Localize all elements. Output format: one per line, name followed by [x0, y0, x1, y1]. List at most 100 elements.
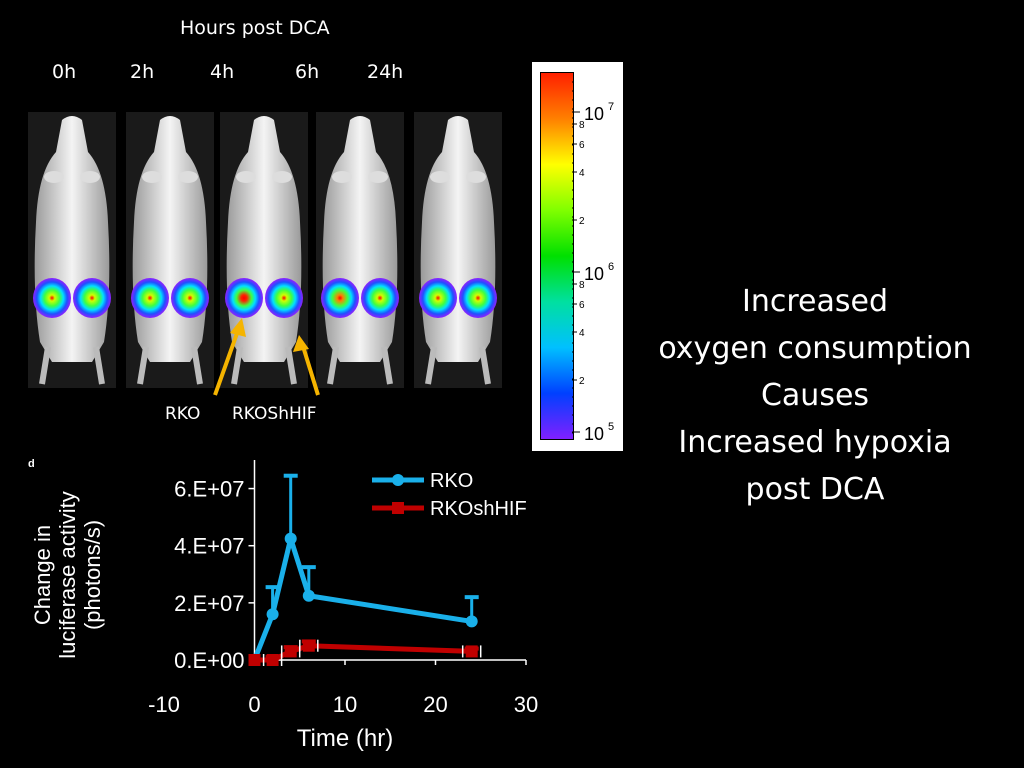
colorbar-minor-label: 6	[579, 140, 585, 151]
x-tick-label: 30	[514, 692, 538, 717]
colorbar-minor-label: 8	[579, 280, 585, 291]
series-RKO: RKO	[252, 470, 479, 661]
colorbar-minor-label: 2	[579, 376, 585, 387]
mouse-panel	[316, 112, 404, 388]
colorbar-legend: 10 7 10 6 10 5 8 6 4 2 8 6 4 2	[532, 62, 623, 451]
timepoint-header-title: Hours post DCA	[180, 17, 330, 39]
timepoint-label: 24h	[367, 61, 404, 83]
mouse-panel	[28, 112, 116, 388]
mouse-image	[225, 116, 303, 385]
data-point	[302, 589, 315, 602]
summary-line-3: Causes	[760, 378, 870, 413]
mouse-panel	[220, 112, 308, 388]
data-point	[266, 654, 279, 666]
mouse-ear	[142, 171, 162, 183]
data-point	[465, 615, 478, 628]
rko-arrowhead	[230, 318, 246, 337]
data-point	[284, 645, 297, 658]
data-point	[266, 608, 279, 621]
colorbar-ticks: 10 7 10 6 10 5 8 6 4 2 8 6 4 2	[572, 81, 614, 444]
mouse-ear	[466, 171, 486, 183]
data-point	[248, 654, 261, 666]
series-RKOshHIF: RKOshHIF	[248, 498, 527, 666]
tumor-signal	[459, 278, 497, 318]
timepoint-label: 0h	[52, 61, 77, 83]
summary-line-1: Increased	[741, 284, 888, 319]
y-tick-label: 6.E+07	[174, 477, 244, 502]
y-axis-label-line: Change in	[30, 525, 55, 625]
mouse-ear	[80, 171, 100, 183]
mouse-image	[131, 116, 209, 385]
mouse-image	[321, 116, 399, 385]
colorbar-minor-label: 4	[579, 168, 585, 179]
data-point	[302, 639, 315, 652]
tumor-signal	[131, 278, 169, 318]
mouse-image	[33, 116, 111, 385]
x-tick-label: 10	[333, 692, 357, 717]
legend-marker	[392, 502, 404, 514]
mouse-ear	[272, 171, 292, 183]
colorbar-minor-label: 6	[579, 300, 585, 311]
data-point	[465, 645, 478, 658]
tumor-signal	[321, 278, 359, 318]
series-line	[252, 529, 473, 661]
colorbar-major-exponent: 7	[608, 101, 614, 113]
luciferase-chart: -10 0 10 20 30 0.E+00 2.E+07 4.E+07 6.E+07 Time (…	[30, 460, 538, 752]
x-tick-label: -10	[148, 692, 180, 717]
summary-line-4: Increased hypoxia	[678, 425, 952, 460]
mouse-panel	[126, 112, 214, 388]
colorbar-major-exponent: 5	[608, 421, 614, 433]
colorbar-major-exponent: 6	[608, 261, 614, 273]
mouse-ear	[332, 171, 352, 183]
tumor-signal	[361, 278, 399, 318]
rko-arrow	[213, 324, 242, 396]
colorbar-major-label: 10	[584, 424, 604, 444]
y-axis-label-line: (photons/s)	[80, 520, 105, 630]
summary-line-5: post DCA	[745, 472, 885, 507]
mouse-image	[419, 116, 497, 385]
summary-text: Increased oxygen consumption Causes Incr…	[640, 278, 990, 513]
mouse-legs	[137, 346, 203, 385]
mouse-ear	[44, 171, 64, 183]
mouse-legs	[231, 346, 297, 385]
mouse-legs	[327, 346, 393, 385]
panel-label-d: d	[28, 458, 35, 470]
mouse-legs	[39, 346, 105, 385]
colorbar-major-label: 10	[584, 264, 604, 284]
legend-label: RKOshHIF	[430, 498, 527, 520]
y-tick-label: 2.E+07	[174, 591, 244, 616]
colorbar-minor-label: 4	[579, 328, 585, 339]
mouse-ear	[236, 171, 256, 183]
tumor-signal	[33, 278, 71, 318]
data-point	[284, 532, 297, 545]
y-tick-label: 0.E+00	[174, 648, 244, 673]
colorbar-minor-label: 2	[579, 216, 585, 227]
mouse-legs	[425, 346, 491, 385]
rkoshhif-arrow	[300, 342, 320, 396]
mouse-panel	[414, 112, 502, 388]
mouse-ear	[178, 171, 198, 183]
x-tick-label: 0	[248, 692, 260, 717]
tumor-signal	[419, 278, 457, 318]
y-axis-label-line: luciferase activity	[55, 491, 80, 659]
legend-marker	[392, 474, 404, 486]
label-rko: RKO	[165, 404, 201, 424]
tumor-signal	[265, 278, 303, 318]
timepoint-label: 4h	[210, 61, 235, 83]
x-axis-label: Time (hr)	[297, 725, 393, 752]
x-tick-label: 20	[423, 692, 447, 717]
y-axis-label: Change in luciferase activity (photons/s)	[30, 491, 105, 659]
colorbar-major-label: 10	[584, 104, 604, 124]
colorbar-gradient	[540, 72, 574, 440]
tumor-signal	[171, 278, 209, 318]
summary-line-2: oxygen consumption	[658, 331, 972, 366]
rkoshhif-arrowhead	[293, 335, 309, 352]
tumor-signal	[225, 278, 263, 318]
mouse-ear	[368, 171, 388, 183]
label-rkoshhif: RKOShHIF	[232, 404, 317, 424]
tumor-signal	[73, 278, 111, 318]
legend-label: RKO	[430, 470, 473, 492]
colorbar-minor-label: 8	[579, 120, 585, 131]
mouse-ear	[430, 171, 450, 183]
